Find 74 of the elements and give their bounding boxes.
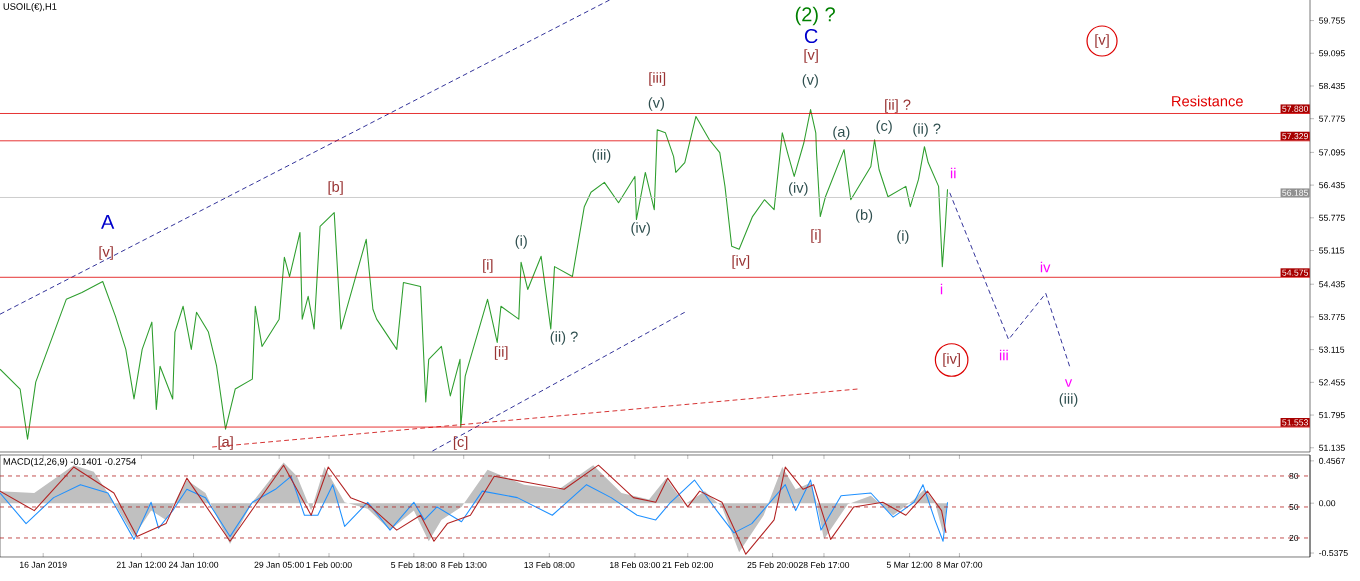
annotation: i [940, 283, 943, 295]
annotation: (2) ? [795, 6, 835, 26]
annotation: (a) [833, 126, 850, 140]
y2-tick-label: 20 [1289, 534, 1299, 542]
y-tick-label: 0.00 [1319, 500, 1336, 507]
y-tick-label: 59.755 [1319, 17, 1345, 24]
x-tick-label: 25 Feb 20:00 [747, 561, 798, 569]
annotation: (iii) [592, 149, 611, 163]
annotation: ii [950, 167, 956, 179]
x-tick-label: 18 Feb 03:00 [610, 561, 661, 569]
annotation: [b] [328, 181, 343, 195]
annotation: [ii] [494, 346, 508, 360]
annotation: v [1064, 379, 1073, 387]
annotation: [ii] ? [885, 99, 911, 113]
y-tick-label: 51.795 [1319, 412, 1345, 419]
annotation: [v] [1095, 34, 1109, 48]
annotation: (ii) ? [550, 331, 578, 345]
ref-line-label: 51.553 [1282, 419, 1309, 426]
annotation: (ii) ? [913, 123, 941, 137]
annotation: (v) [648, 97, 665, 111]
annotation: (iii) [1059, 393, 1078, 407]
annotation: [iv] [732, 255, 750, 269]
annotation: [c] [453, 436, 468, 450]
y-tick-label: -0.5375 [1319, 549, 1348, 557]
y-tick-label: 55.775 [1319, 214, 1345, 221]
y-tick-label: 59.095 [1319, 50, 1345, 57]
annotation: iv [1040, 261, 1051, 273]
y-tick-label: 55.115 [1319, 247, 1345, 254]
annotation: [v] [804, 49, 818, 63]
y2-tick-label: 50 [1289, 503, 1299, 511]
ref-line-label: 57.880 [1282, 105, 1309, 112]
x-tick-label: 28 Feb 17:00 [798, 561, 850, 569]
x-tick-label: 21 Jan 12:00 [116, 561, 167, 568]
annotation: (iv) [789, 182, 808, 196]
y-tick-label: 53.775 [1319, 313, 1345, 320]
annotation: (i) [515, 235, 527, 249]
annotation: (v) [802, 74, 818, 88]
y-tick-label: 58.435 [1319, 82, 1345, 90]
x-tick-label: 21 Feb 02:00 [662, 561, 713, 569]
annotation: [v] [99, 246, 113, 260]
ref-line-label: 54.575 [1282, 269, 1309, 276]
x-tick-label: 5 Feb 18:00 [391, 561, 437, 569]
x-tick-label: 29 Jan 05:00 [254, 561, 304, 568]
annotation: (i) [897, 230, 909, 244]
x-tick-label: 13 Feb 08:00 [524, 561, 575, 569]
annotation: [iv] [943, 353, 960, 367]
x-tick-label: 24 Jan 10:00 [168, 561, 219, 568]
chart-title: USOIL(€),H1 [3, 2, 57, 12]
x-tick-label: 1 Feb 00:00 [306, 561, 352, 569]
y-tick-label: 52.455 [1319, 379, 1345, 386]
x-tick-label: 16 Jan 2019 [20, 561, 67, 568]
x-tick-label: 8 Feb 13:00 [440, 561, 487, 569]
x-tick-label: 8 Mar 07:00 [936, 561, 983, 568]
annotation: [iii] [649, 72, 666, 86]
x-tick-label: 5 Mar 12:00 [886, 561, 933, 568]
y-tick-label: 0.4567 [1319, 457, 1345, 464]
annotation: Resistance [1172, 95, 1243, 107]
annotation: (c) [876, 120, 892, 134]
ref-line-label: 57.329 [1282, 133, 1308, 140]
y-tick-label: 53.115 [1319, 346, 1345, 353]
annotation: iii [999, 349, 1008, 361]
annotation: [i] [811, 229, 821, 243]
y-tick-label: 51.135 [1319, 444, 1345, 451]
annotation: (b) [856, 209, 873, 223]
annotation: A [101, 215, 115, 229]
y-tick-label: 57.095 [1319, 149, 1345, 156]
y-tick-label: 56.435 [1319, 182, 1345, 189]
annotation: (iv) [631, 222, 650, 236]
annotation: [i] [483, 259, 493, 273]
ref-line-label: 56.185 [1282, 189, 1309, 196]
y-tick-label: 54.435 [1319, 281, 1345, 288]
y2-tick-label: 80 [1289, 472, 1299, 480]
y-tick-label: 57.775 [1319, 115, 1345, 122]
annotation: C [804, 28, 818, 44]
